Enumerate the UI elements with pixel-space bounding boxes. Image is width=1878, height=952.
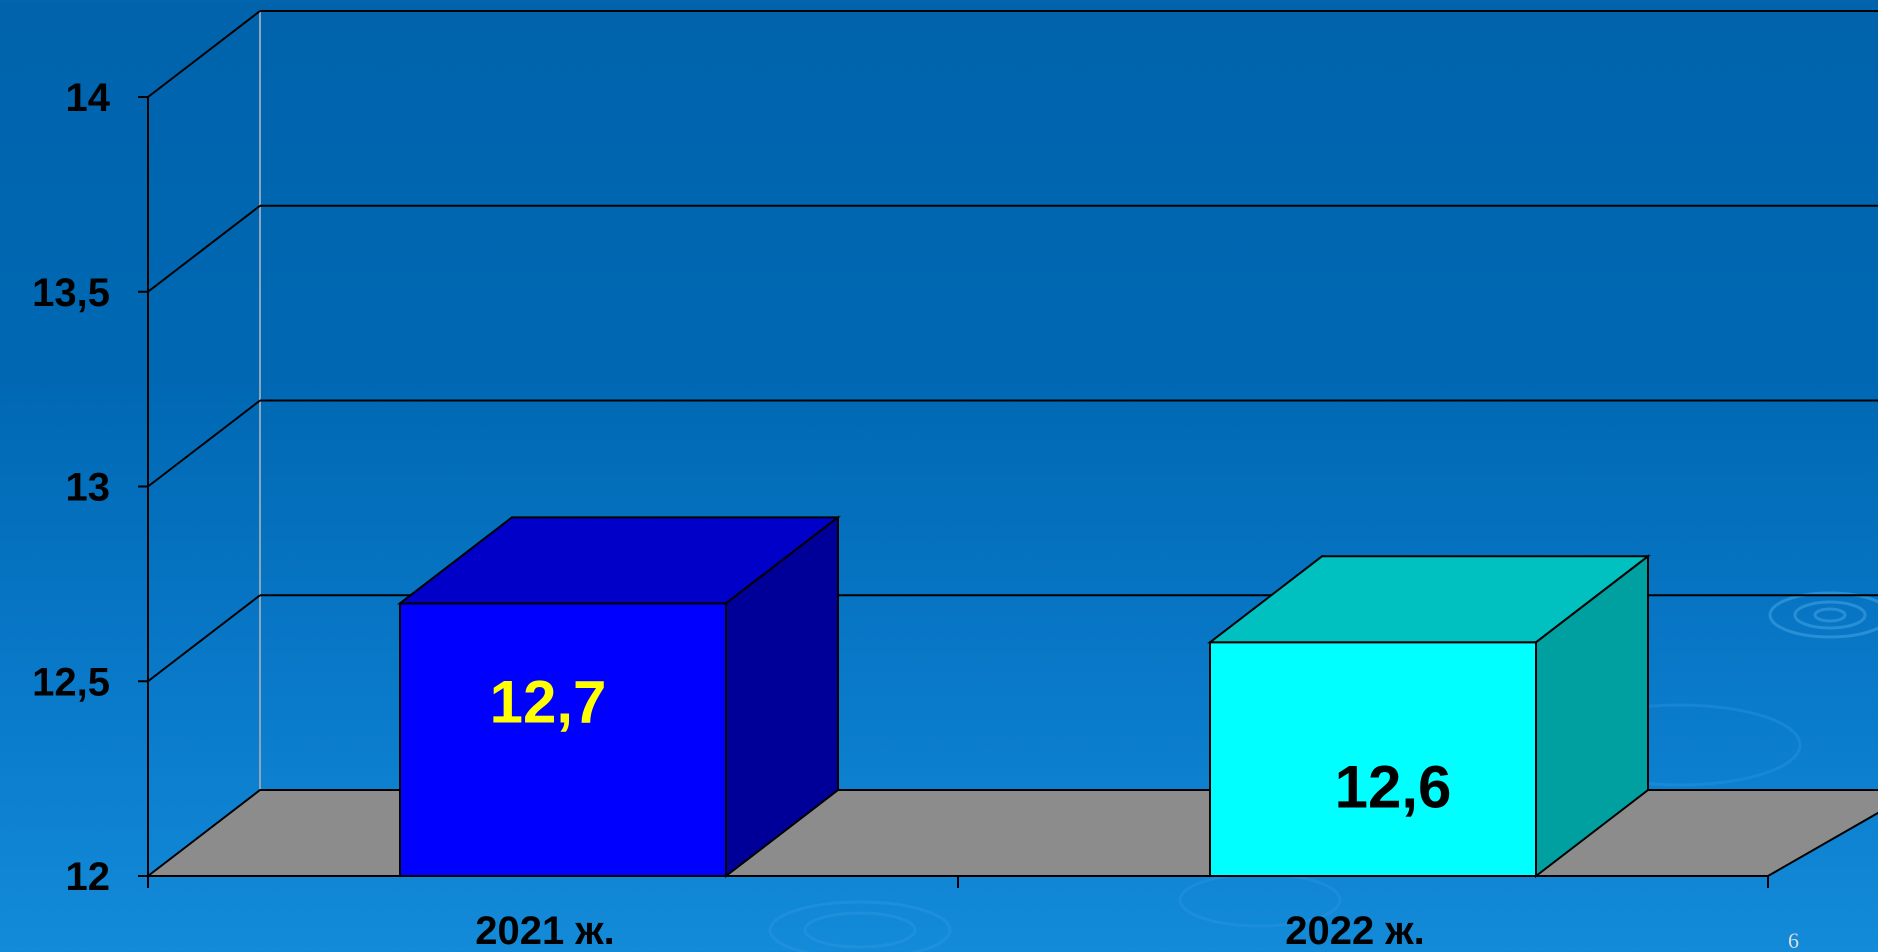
y-tick-label: 13: [66, 466, 111, 510]
y-axis-tick-labels: 12 12,5 13 13,5 14: [32, 76, 111, 899]
bar: [397, 515, 841, 879]
page-number: 6: [1788, 928, 1799, 952]
bar-side-face: [1535, 554, 1649, 879]
y-tick-label: 14: [66, 76, 111, 120]
gridline-diagonal: [147, 10, 261, 98]
data-label: 12,7: [490, 668, 607, 735]
gridline-diagonal: [147, 399, 261, 488]
gridline-diagonal: [147, 594, 261, 683]
gridline-diagonal: [147, 204, 261, 293]
x-category-label: 2021 ж.: [475, 909, 615, 952]
data-label: 12,6: [1335, 753, 1452, 820]
bar-front-face: [399, 602, 727, 877]
bars: [397, 515, 1651, 879]
x-axis-category-labels: 2021 ж. 2022 ж.: [475, 909, 1425, 952]
y-tick-label: 13,5: [32, 271, 110, 315]
y-tick-label: 12: [66, 855, 111, 899]
gridlines: [147, 10, 1878, 683]
data-labels: 12,7 12,6: [490, 668, 1452, 820]
bar: [1207, 554, 1651, 879]
x-category-label: 2022 ж.: [1285, 909, 1425, 952]
y-tick-label: 12,5: [32, 660, 110, 704]
bar-side-face: [725, 515, 839, 879]
